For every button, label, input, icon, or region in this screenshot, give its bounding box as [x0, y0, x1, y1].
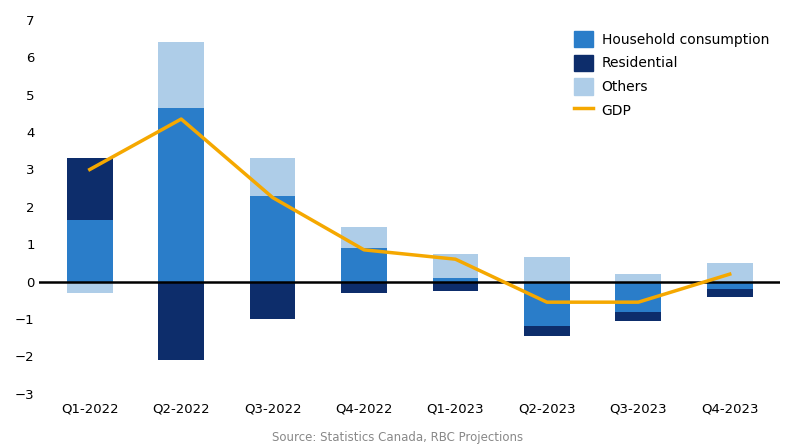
Bar: [158, 282, 204, 360]
Bar: [158, 108, 204, 282]
Bar: [432, 278, 479, 282]
Bar: [250, 196, 296, 282]
Bar: [341, 248, 387, 282]
GDP: [634, 300, 643, 305]
Bar: [615, 311, 661, 321]
GDP: [359, 247, 369, 253]
Bar: [707, 282, 753, 289]
GDP: [268, 195, 277, 200]
Bar: [341, 282, 387, 293]
Bar: [432, 254, 479, 278]
Legend: Household consumption, Residential, Others, GDP: Household consumption, Residential, Othe…: [569, 27, 773, 122]
GDP: [85, 167, 95, 172]
Bar: [615, 274, 661, 282]
Bar: [250, 158, 296, 196]
GDP: [725, 271, 735, 277]
Bar: [432, 282, 479, 291]
GDP: [176, 116, 186, 122]
Bar: [67, 282, 113, 293]
Bar: [67, 220, 113, 282]
Bar: [524, 282, 570, 327]
Bar: [707, 263, 753, 282]
Bar: [67, 158, 113, 220]
Bar: [158, 43, 204, 108]
Bar: [524, 257, 570, 282]
Bar: [341, 228, 387, 248]
Bar: [250, 282, 296, 319]
Bar: [524, 327, 570, 336]
Bar: [615, 282, 661, 311]
GDP: [451, 257, 460, 262]
GDP: [542, 300, 552, 305]
Bar: [707, 289, 753, 297]
Text: Source: Statistics Canada, RBC Projections: Source: Statistics Canada, RBC Projectio…: [272, 431, 523, 444]
Line: GDP: GDP: [90, 119, 730, 302]
